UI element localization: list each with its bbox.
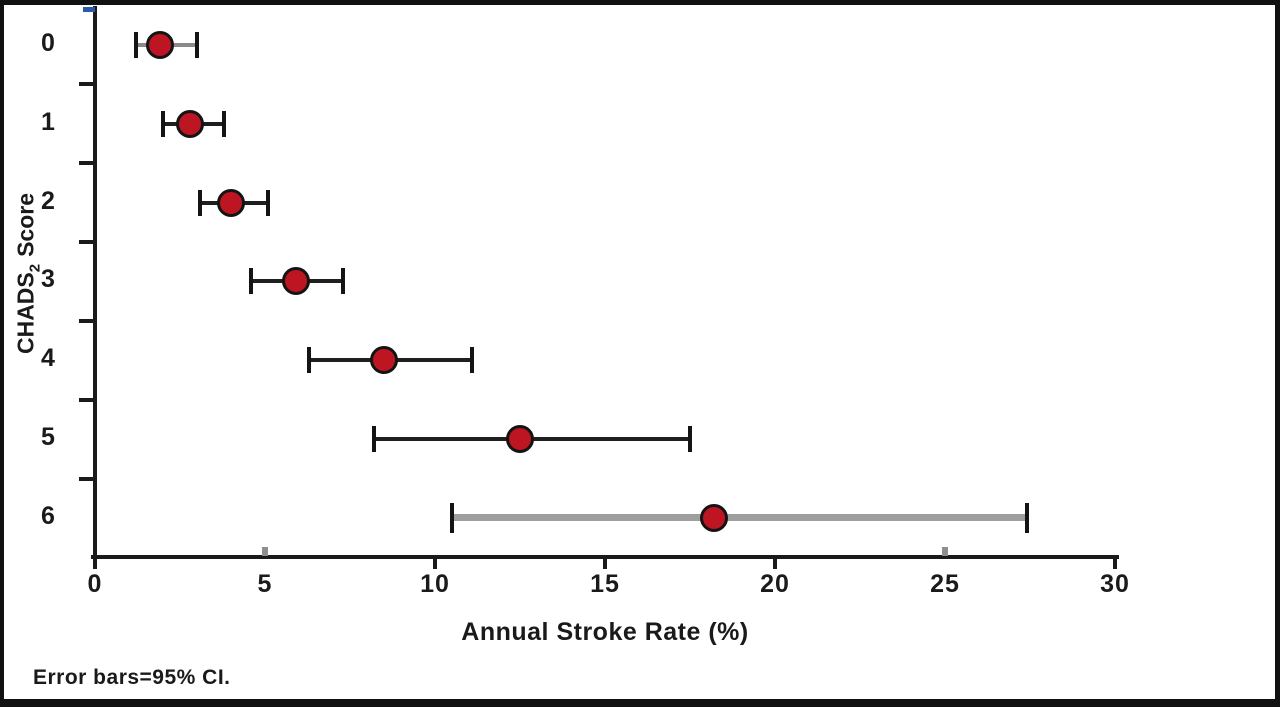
data-point-marker <box>176 109 205 138</box>
data-point-marker <box>281 267 310 296</box>
x-axis-tick <box>93 557 97 569</box>
data-point-marker <box>699 503 728 532</box>
y-axis-title-subscript: 2 <box>26 263 44 273</box>
y-axis-category-label: 5 <box>41 423 55 452</box>
error-bar-cap-high <box>688 426 692 453</box>
x-axis-tick <box>603 557 607 569</box>
y-axis-line <box>93 6 97 559</box>
y-axis-title-word: Score <box>12 192 39 257</box>
x-axis-tick-label: 30 <box>1100 570 1130 598</box>
error-bar-cap-high <box>1024 502 1029 533</box>
data-point-marker <box>370 346 398 375</box>
error-bar-cap-low <box>161 110 165 137</box>
y-axis-category-label: 3 <box>41 265 55 294</box>
y-axis-category-label: 6 <box>41 501 55 530</box>
y-axis-category-label: 4 <box>41 344 55 373</box>
y-axis-category-label: 0 <box>41 29 55 57</box>
error-bar-line <box>452 514 1027 522</box>
data-point-marker <box>145 31 174 59</box>
y-axis-title-main: CHADS <box>12 272 39 355</box>
figure-border-right <box>1275 0 1280 707</box>
x-axis-tick-label: 0 <box>87 570 103 598</box>
y-axis-top-blue-tick <box>83 7 95 12</box>
y-axis-tick <box>79 397 95 402</box>
error-bar-cap-low <box>450 502 454 533</box>
x-axis-tick-label: 5 <box>257 570 273 598</box>
data-point-marker <box>217 188 245 217</box>
error-bars-footnote: Error bars=95% CI. <box>33 666 231 689</box>
x-axis-tick <box>262 547 268 556</box>
x-axis-tick-label: 20 <box>760 570 790 598</box>
x-axis-tick <box>773 557 777 569</box>
error-bar-cap-high <box>341 268 346 295</box>
x-axis-tick-label: 25 <box>930 570 960 598</box>
y-axis-tick <box>79 476 95 481</box>
error-bar-cap-low <box>307 347 312 374</box>
y-axis-title: CHADS2 Score <box>13 149 44 399</box>
x-axis-tick <box>433 557 437 569</box>
x-axis-tick-label: 15 <box>590 570 620 598</box>
error-bar-cap-low <box>249 268 254 295</box>
figure-border-bottom <box>0 699 1280 707</box>
error-bar-cap-high <box>222 110 227 137</box>
error-bar-cap-high <box>266 189 271 216</box>
x-axis-title: Annual Stroke Rate (%) <box>461 618 749 646</box>
data-point-marker <box>506 425 534 454</box>
x-axis-tick <box>942 547 948 556</box>
y-axis-tick <box>79 82 95 87</box>
y-axis-tick <box>79 161 95 166</box>
error-bar-cap-high <box>470 347 475 374</box>
y-axis-tick <box>79 318 95 323</box>
error-bar-cap-low <box>133 32 138 58</box>
figure-border-top <box>0 0 1280 5</box>
error-bar-cap-low <box>198 189 203 216</box>
error-bar-cap-low <box>371 426 376 453</box>
x-axis-tick <box>1113 557 1117 569</box>
error-bar-cap-high <box>195 32 199 58</box>
x-axis-tick-label: 10 <box>420 570 450 598</box>
y-axis-tick <box>79 240 95 245</box>
y-axis-category-label: 2 <box>41 186 55 215</box>
figure-border-left <box>0 0 4 707</box>
y-axis-category-label: 1 <box>41 107 55 136</box>
